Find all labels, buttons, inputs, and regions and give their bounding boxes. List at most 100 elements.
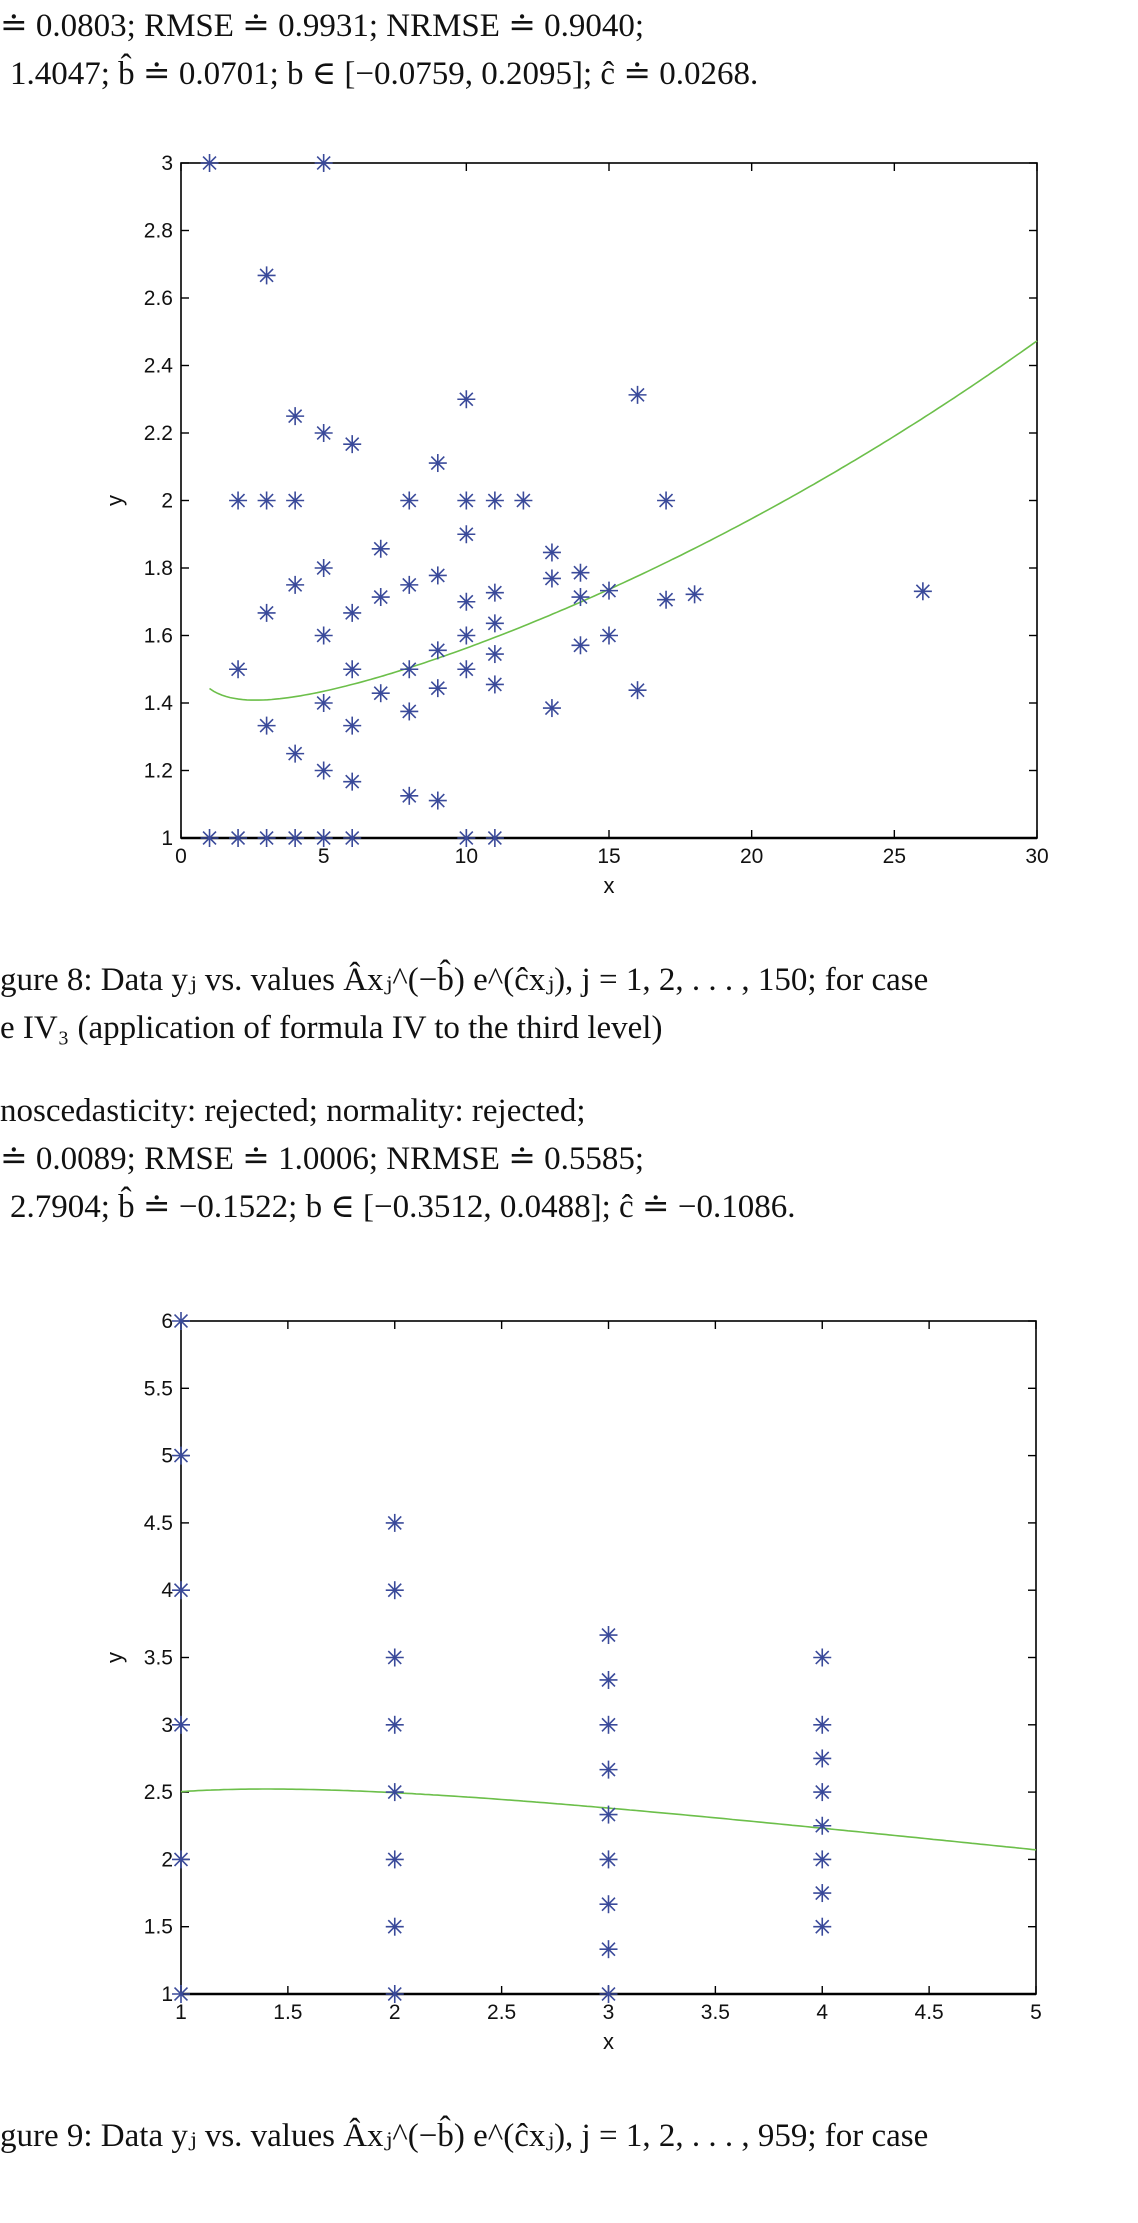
y-tick-label: 1.6: [144, 625, 173, 648]
data-point-asterisk-icon: [229, 491, 248, 510]
x-tick-label: 4.5: [915, 2001, 944, 2024]
data-point-asterisk-icon: [385, 1985, 404, 2003]
figure-9-caption-line1: gure 9: Data yⱼ vs. values Âxⱼ^(−b̂) e^(…: [0, 2118, 929, 2154]
data-point-asterisk-icon: [286, 575, 305, 594]
data-point-asterisk-icon: [428, 454, 447, 473]
data-point-asterisk-icon: [813, 1850, 832, 1869]
data-point-asterisk-icon: [628, 385, 647, 404]
data-point-asterisk-icon: [813, 1749, 832, 1768]
data-point-asterisk-icon: [385, 1783, 404, 1802]
data-point-asterisk-icon: [571, 636, 590, 655]
y-tick-label: 6: [161, 1310, 173, 1333]
y-tick-label: 5: [161, 1445, 173, 1468]
stats-line-fig9-errors: ≐ 0.0089; RMSE ≐ 1.0006; NRMSE ≐ 0.5585;: [0, 1141, 645, 1177]
data-point-asterisk-icon: [599, 1895, 618, 1914]
data-point-asterisk-icon: [400, 786, 419, 805]
y-tick-label: 2.2: [144, 422, 173, 445]
data-point-asterisk-icon: [913, 582, 932, 601]
data-point-asterisk-icon: [485, 583, 504, 602]
data-point-asterisk-icon: [257, 829, 276, 847]
data-point-asterisk-icon: [229, 660, 248, 679]
data-point-asterisk-icon: [428, 566, 447, 585]
data-point-asterisk-icon: [514, 491, 533, 510]
data-point-asterisk-icon: [599, 1850, 618, 1869]
data-point-asterisk-icon: [600, 626, 618, 645]
data-point-asterisk-icon: [257, 603, 276, 622]
x-tick-label: 0: [175, 845, 187, 868]
data-point-asterisk-icon: [657, 590, 676, 609]
y-tick-label: 4.5: [144, 1512, 173, 1535]
data-point-asterisk-icon: [314, 559, 333, 577]
data-point-asterisk-icon: [343, 660, 362, 679]
data-point-asterisk-icon: [314, 829, 333, 847]
data-point-asterisk-icon: [343, 435, 362, 454]
data-point-asterisk-icon: [257, 266, 276, 285]
x-tick-label: 3.5: [701, 2001, 730, 2024]
data-point-asterisk-icon: [813, 1648, 832, 1667]
x-tick-label: 2: [389, 2001, 401, 2024]
data-point-asterisk-icon: [172, 1312, 190, 1330]
data-point-asterisk-icon: [485, 614, 504, 633]
data-point-asterisk-icon: [685, 585, 704, 604]
data-point-asterisk-icon: [813, 1917, 832, 1936]
x-tick-label: 3: [603, 2001, 615, 2024]
x-tick-label: 2.5: [487, 2001, 516, 2024]
data-point-asterisk-icon: [229, 829, 248, 847]
x-tick-label: 5: [1030, 2001, 1042, 2024]
y-tick-label: 1.8: [144, 557, 173, 580]
data-point-asterisk-icon: [599, 1670, 618, 1689]
y-tick-label: 4: [161, 1579, 173, 1602]
figure-9-plot: 1 1.5 2 2.5 3 3.5 4 4.5 5 1 1.5 2 2.5 3 3.5 4 4.5 5 5.5 6 x y: [102, 1310, 1042, 2054]
data-point-asterisk-icon: [457, 390, 476, 409]
data-point-asterisk-icon: [371, 684, 390, 703]
x-tick-label: 20: [740, 845, 763, 868]
data-point-asterisk-icon: [286, 829, 305, 847]
data-point-asterisk-icon: [457, 626, 476, 645]
data-point-asterisk-icon: [343, 603, 362, 622]
data-point-asterisk-icon: [385, 1581, 404, 1600]
data-point-asterisk-icon: [400, 660, 419, 679]
data-point-asterisk-icon: [485, 829, 504, 847]
data-point-asterisk-icon: [457, 525, 476, 544]
data-point-asterisk-icon: [571, 563, 590, 582]
y-axis-label: y: [102, 495, 127, 506]
y-tick-label: 2.6: [144, 287, 173, 310]
y-tick-label: 1.4: [144, 692, 174, 715]
data-point-asterisk-icon: [314, 424, 333, 442]
stats-line-fig9-tests: noscedasticity: rejected; normality: rej…: [0, 1093, 586, 1129]
data-point-asterisk-icon: [813, 1816, 832, 1835]
y-tick-label: 3.5: [144, 1647, 173, 1670]
x-tick-label: 1: [175, 2001, 187, 2024]
y-tick-label: 3: [161, 152, 173, 175]
y-axis-label: y: [102, 1652, 127, 1663]
data-point-asterisk-icon: [599, 1805, 618, 1824]
data-point-asterisk-icon: [286, 744, 305, 763]
stats-line-fig8-errors: ≐ 0.0803; RMSE ≐ 0.9931; NRMSE ≐ 0.9040;: [0, 8, 645, 44]
figure-9-chart: 1 1.5 2 2.5 3 3.5 4 4.5 5 1 1.5 2 2.5 3 3.5 4 4.5 5 5.5 6 x y: [0, 1250, 1138, 2080]
data-point-asterisk-icon: [599, 1626, 618, 1645]
data-point-asterisk-icon: [457, 592, 476, 611]
data-point-asterisk-icon: [813, 1783, 832, 1802]
data-point-asterisk-icon: [599, 1985, 618, 2003]
data-point-asterisk-icon: [371, 588, 390, 607]
figure-8-caption-line2: e IV₃ (application of formula IV to the …: [0, 1010, 663, 1046]
data-point-asterisk-icon: [257, 716, 276, 735]
data-point-asterisk-icon: [343, 716, 362, 735]
data-point-asterisk-icon: [343, 829, 362, 847]
data-point-asterisk-icon: [600, 581, 618, 600]
figure-8-chart: 0 5 10 15 20 25 30 1 1.2 1.4 1.6 1.8 2 2.2 2.4 2.6 2.8 3 x…: [0, 0, 1138, 920]
data-point-asterisk-icon: [200, 829, 219, 847]
axes-frame: [180, 1320, 1037, 1995]
data-point-asterisk-icon: [813, 1715, 832, 1734]
stats-line-fig8-params: 1.4047; b̂ ≐ 0.0701; b ∈ [−0.0759, 0.209…: [10, 56, 759, 92]
data-point-asterisk-icon: [428, 791, 447, 810]
y-tick-label: 2: [161, 490, 173, 513]
data-point-asterisk-icon: [172, 1985, 190, 2003]
data-point-asterisk-icon: [628, 681, 647, 700]
data-point-asterisk-icon: [314, 761, 333, 780]
data-point-asterisk-icon: [457, 829, 476, 847]
y-tick-label: 1: [161, 1983, 173, 2006]
data-point-asterisk-icon: [457, 660, 476, 679]
data-point-asterisk-icon: [485, 675, 504, 694]
data-point-asterisk-icon: [200, 154, 219, 172]
